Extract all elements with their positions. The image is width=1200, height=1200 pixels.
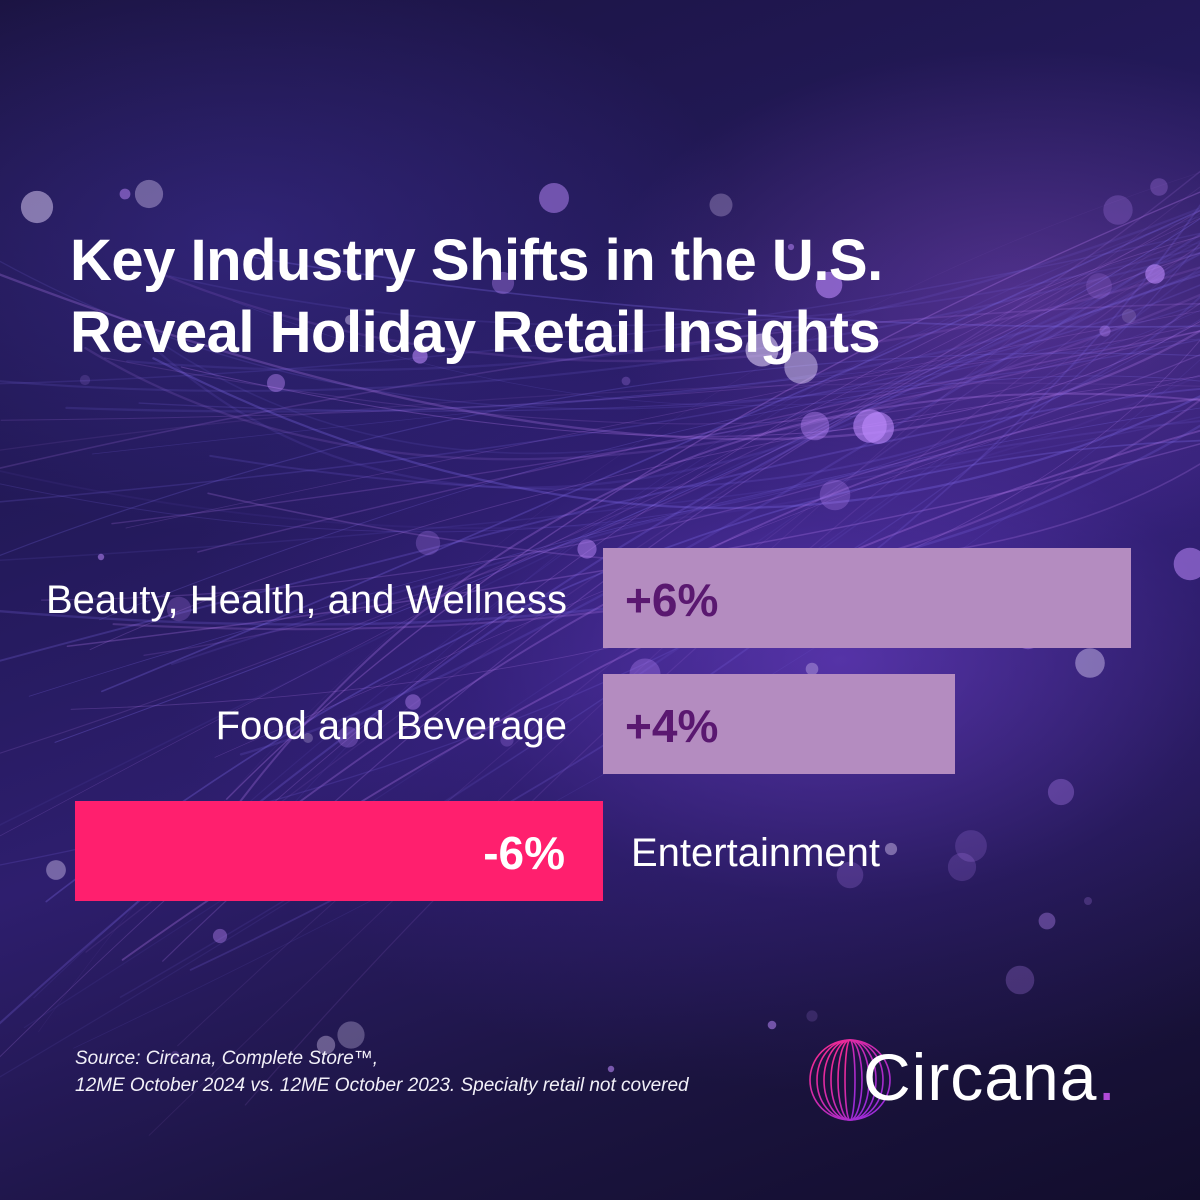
title-line-1: Key Industry Shifts in the U.S. — [70, 228, 883, 293]
page-title: Key Industry Shifts in the U.S. Reveal H… — [70, 225, 1070, 369]
value-label-entertainment: -6% — [483, 827, 565, 879]
circana-logo: Circana. — [805, 1035, 1145, 1125]
bar-entertainment — [75, 801, 603, 901]
category-label-beauty-health-and-wellness: Beauty, Health, and Wellness — [46, 578, 567, 622]
bar-food-and-beverage — [603, 674, 955, 774]
value-label-food-and-beverage: +4% — [625, 700, 718, 752]
circana-rings-icon — [809, 1039, 891, 1121]
category-label-entertainment: Entertainment — [631, 831, 880, 875]
bar-beauty-health-and-wellness — [603, 548, 1131, 648]
source-line-1: Source: Circana, Complete Store™, — [75, 1048, 379, 1069]
circana-wordmark: Circana. — [863, 1040, 1117, 1114]
title-line-2: Reveal Holiday Retail Insights — [70, 300, 881, 365]
value-label-beauty-health-and-wellness: +6% — [625, 574, 718, 626]
category-label-food-and-beverage: Food and Beverage — [216, 704, 567, 748]
source-line-2: 12ME October 2024 vs. 12ME October 2023.… — [75, 1075, 689, 1096]
source-note: Source: Circana, Complete Store™, 12ME O… — [75, 1045, 775, 1099]
